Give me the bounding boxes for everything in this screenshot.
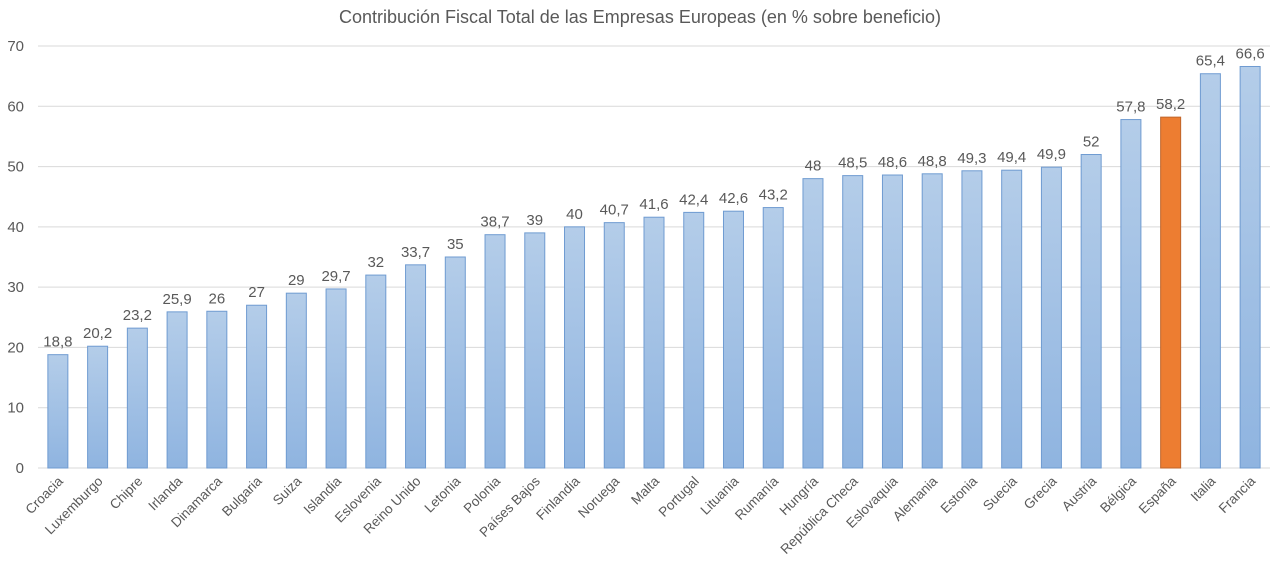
data-label: 48 xyxy=(805,158,822,175)
x-tick-label: Suecia xyxy=(980,473,1020,513)
data-labels: 18,8 20,2 23,2 25,9 26 27 29 29,7 32 33,7 35 38,7 39… xyxy=(43,45,1264,350)
data-label: 38,7 xyxy=(480,214,509,231)
data-label: 66,6 xyxy=(1236,45,1265,62)
data-label: 65,4 xyxy=(1196,53,1225,70)
y-tick-label: 30 xyxy=(7,279,24,296)
bar-alemania xyxy=(921,173,943,469)
x-tick-label: Francia xyxy=(1216,473,1259,516)
data-label: 20,2 xyxy=(83,325,112,342)
bar-croacia xyxy=(47,354,69,469)
data-label: 48,6 xyxy=(878,154,907,171)
bar-países-bajos xyxy=(524,232,546,469)
bar-lituania xyxy=(722,210,744,469)
bar-eslovaquia xyxy=(881,174,903,469)
bar-italia xyxy=(1199,73,1221,469)
bar-rumanía xyxy=(762,207,784,469)
data-label: 57,8 xyxy=(1116,99,1145,116)
data-label: 18,8 xyxy=(43,334,72,351)
bar-chipre xyxy=(126,327,148,469)
bar-grecia xyxy=(1040,166,1062,469)
x-tick-label: Rumanía xyxy=(732,473,782,523)
bar-suecia xyxy=(1001,169,1023,469)
bar-bélgica xyxy=(1120,119,1142,469)
data-label: 25,9 xyxy=(162,291,191,308)
x-tick-label: Letonia xyxy=(421,473,463,515)
x-tick-label: Malta xyxy=(628,473,662,507)
bar-suiza xyxy=(285,292,307,469)
bar-francia xyxy=(1239,65,1261,469)
x-tick-label: Bélgica xyxy=(1097,473,1139,515)
data-label: 33,7 xyxy=(401,244,430,261)
x-tick-label: España xyxy=(1136,473,1179,516)
data-label: 48,8 xyxy=(918,153,947,170)
y-tick-label: 60 xyxy=(7,98,24,115)
data-label: 49,9 xyxy=(1037,146,1066,163)
data-label: 49,4 xyxy=(997,149,1026,166)
bar-estonia xyxy=(961,170,983,469)
data-label: 40,7 xyxy=(600,202,629,219)
x-tick-label: Finlandia xyxy=(533,473,583,523)
y-tick-label: 0 xyxy=(16,460,24,477)
data-label: 39 xyxy=(526,212,543,229)
x-tick-label: Estonia xyxy=(938,473,981,516)
bar-islandia xyxy=(325,288,347,469)
bar-malta xyxy=(643,216,665,469)
data-label: 23,2 xyxy=(123,307,152,324)
bar-irlanda xyxy=(166,311,188,469)
y-tick-label: 20 xyxy=(7,339,24,356)
data-label: 43,2 xyxy=(759,187,788,204)
y-tick-label: 50 xyxy=(7,159,24,176)
data-label: 40 xyxy=(566,206,583,223)
bar-portugal xyxy=(683,211,705,469)
y-tick-label: 70 xyxy=(7,38,24,55)
data-label: 52 xyxy=(1083,134,1100,151)
data-label: 48,5 xyxy=(838,155,867,172)
data-label: 41,6 xyxy=(639,196,668,213)
data-label: 32 xyxy=(367,254,384,271)
bar-bulgaria xyxy=(246,304,268,469)
x-tick-label: Grecia xyxy=(1021,473,1060,512)
data-label: 35 xyxy=(447,236,464,253)
data-label: 27 xyxy=(248,284,265,301)
bar-finlandia xyxy=(564,226,586,469)
bar-luxemburgo xyxy=(87,345,109,469)
bar-república-checa xyxy=(842,175,864,469)
x-tick-label: Austria xyxy=(1059,473,1100,514)
bar-hungría xyxy=(802,178,824,469)
data-label: 42,6 xyxy=(719,190,748,207)
bar-letonia xyxy=(444,256,466,469)
y-tick-label: 10 xyxy=(7,400,24,417)
x-tick-label: Bulgaria xyxy=(219,473,265,519)
x-tick-label: Suiza xyxy=(270,473,305,508)
bar-polonia xyxy=(484,234,506,469)
chart-title: Contribución Fiscal Total de las Empresa… xyxy=(339,7,941,27)
data-label: 29 xyxy=(288,272,305,289)
data-label: 49,3 xyxy=(957,150,986,167)
bars xyxy=(47,65,1261,469)
x-tick-label: Noruega xyxy=(575,473,623,521)
bar-reino-unido xyxy=(405,264,427,469)
bar-eslovenia xyxy=(365,274,387,469)
bar-noruega xyxy=(603,222,625,469)
x-tick-label: Portugal xyxy=(656,474,702,520)
y-axis: 0 10 20 30 40 50 60 70 xyxy=(7,38,24,477)
x-tick-label: Italia xyxy=(1188,473,1219,504)
data-label: 29,7 xyxy=(321,268,350,285)
bar-austria xyxy=(1080,154,1102,469)
data-label: 42,4 xyxy=(679,191,708,208)
x-tick-label: Alemania xyxy=(890,473,941,524)
y-tick-label: 40 xyxy=(7,219,24,236)
data-label: 58,2 xyxy=(1156,96,1185,113)
data-label: 26 xyxy=(208,290,225,307)
bar-dinamarca xyxy=(206,310,228,469)
bar-españa xyxy=(1160,116,1182,469)
x-tick-label: Chipre xyxy=(107,474,146,513)
